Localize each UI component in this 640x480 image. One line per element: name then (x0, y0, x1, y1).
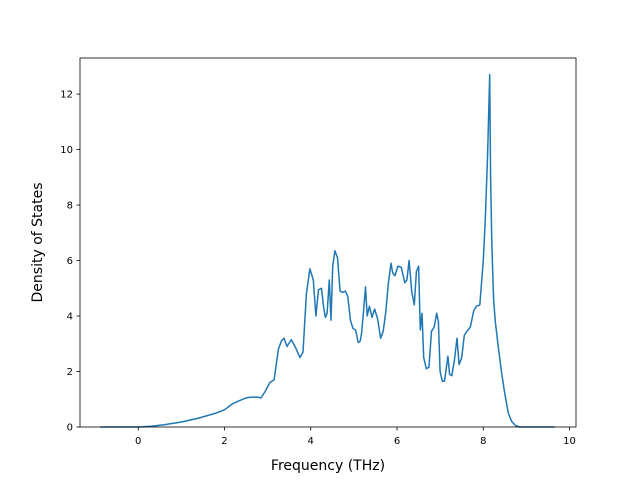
dos-series-line (100, 73, 555, 428)
axes-frame (79, 57, 577, 428)
y-tick-label: 6 (67, 256, 73, 267)
x-tick-label: 4 (308, 436, 314, 447)
plot-area (100, 73, 555, 428)
y-tick-label: 0 (67, 423, 73, 434)
x-axis-ticks: 0 2 4 6 8 10 (135, 427, 576, 447)
y-tick-label: 2 (67, 367, 73, 378)
y-tick-label: 12 (60, 90, 73, 101)
x-tick-label: 8 (480, 436, 486, 447)
x-axis-label: Frequency (THz) (271, 458, 385, 474)
x-tick-label: 10 (563, 436, 576, 447)
x-tick-label: 0 (135, 436, 141, 447)
y-axis-ticks: 0 2 4 6 8 10 12 (60, 90, 80, 434)
y-axis-label: Density of States (30, 183, 46, 303)
x-tick-label: 6 (394, 436, 400, 447)
y-tick-label: 10 (60, 145, 73, 156)
x-tick-label: 2 (221, 436, 227, 447)
y-tick-label: 4 (67, 312, 73, 323)
y-tick-label: 8 (67, 201, 73, 212)
